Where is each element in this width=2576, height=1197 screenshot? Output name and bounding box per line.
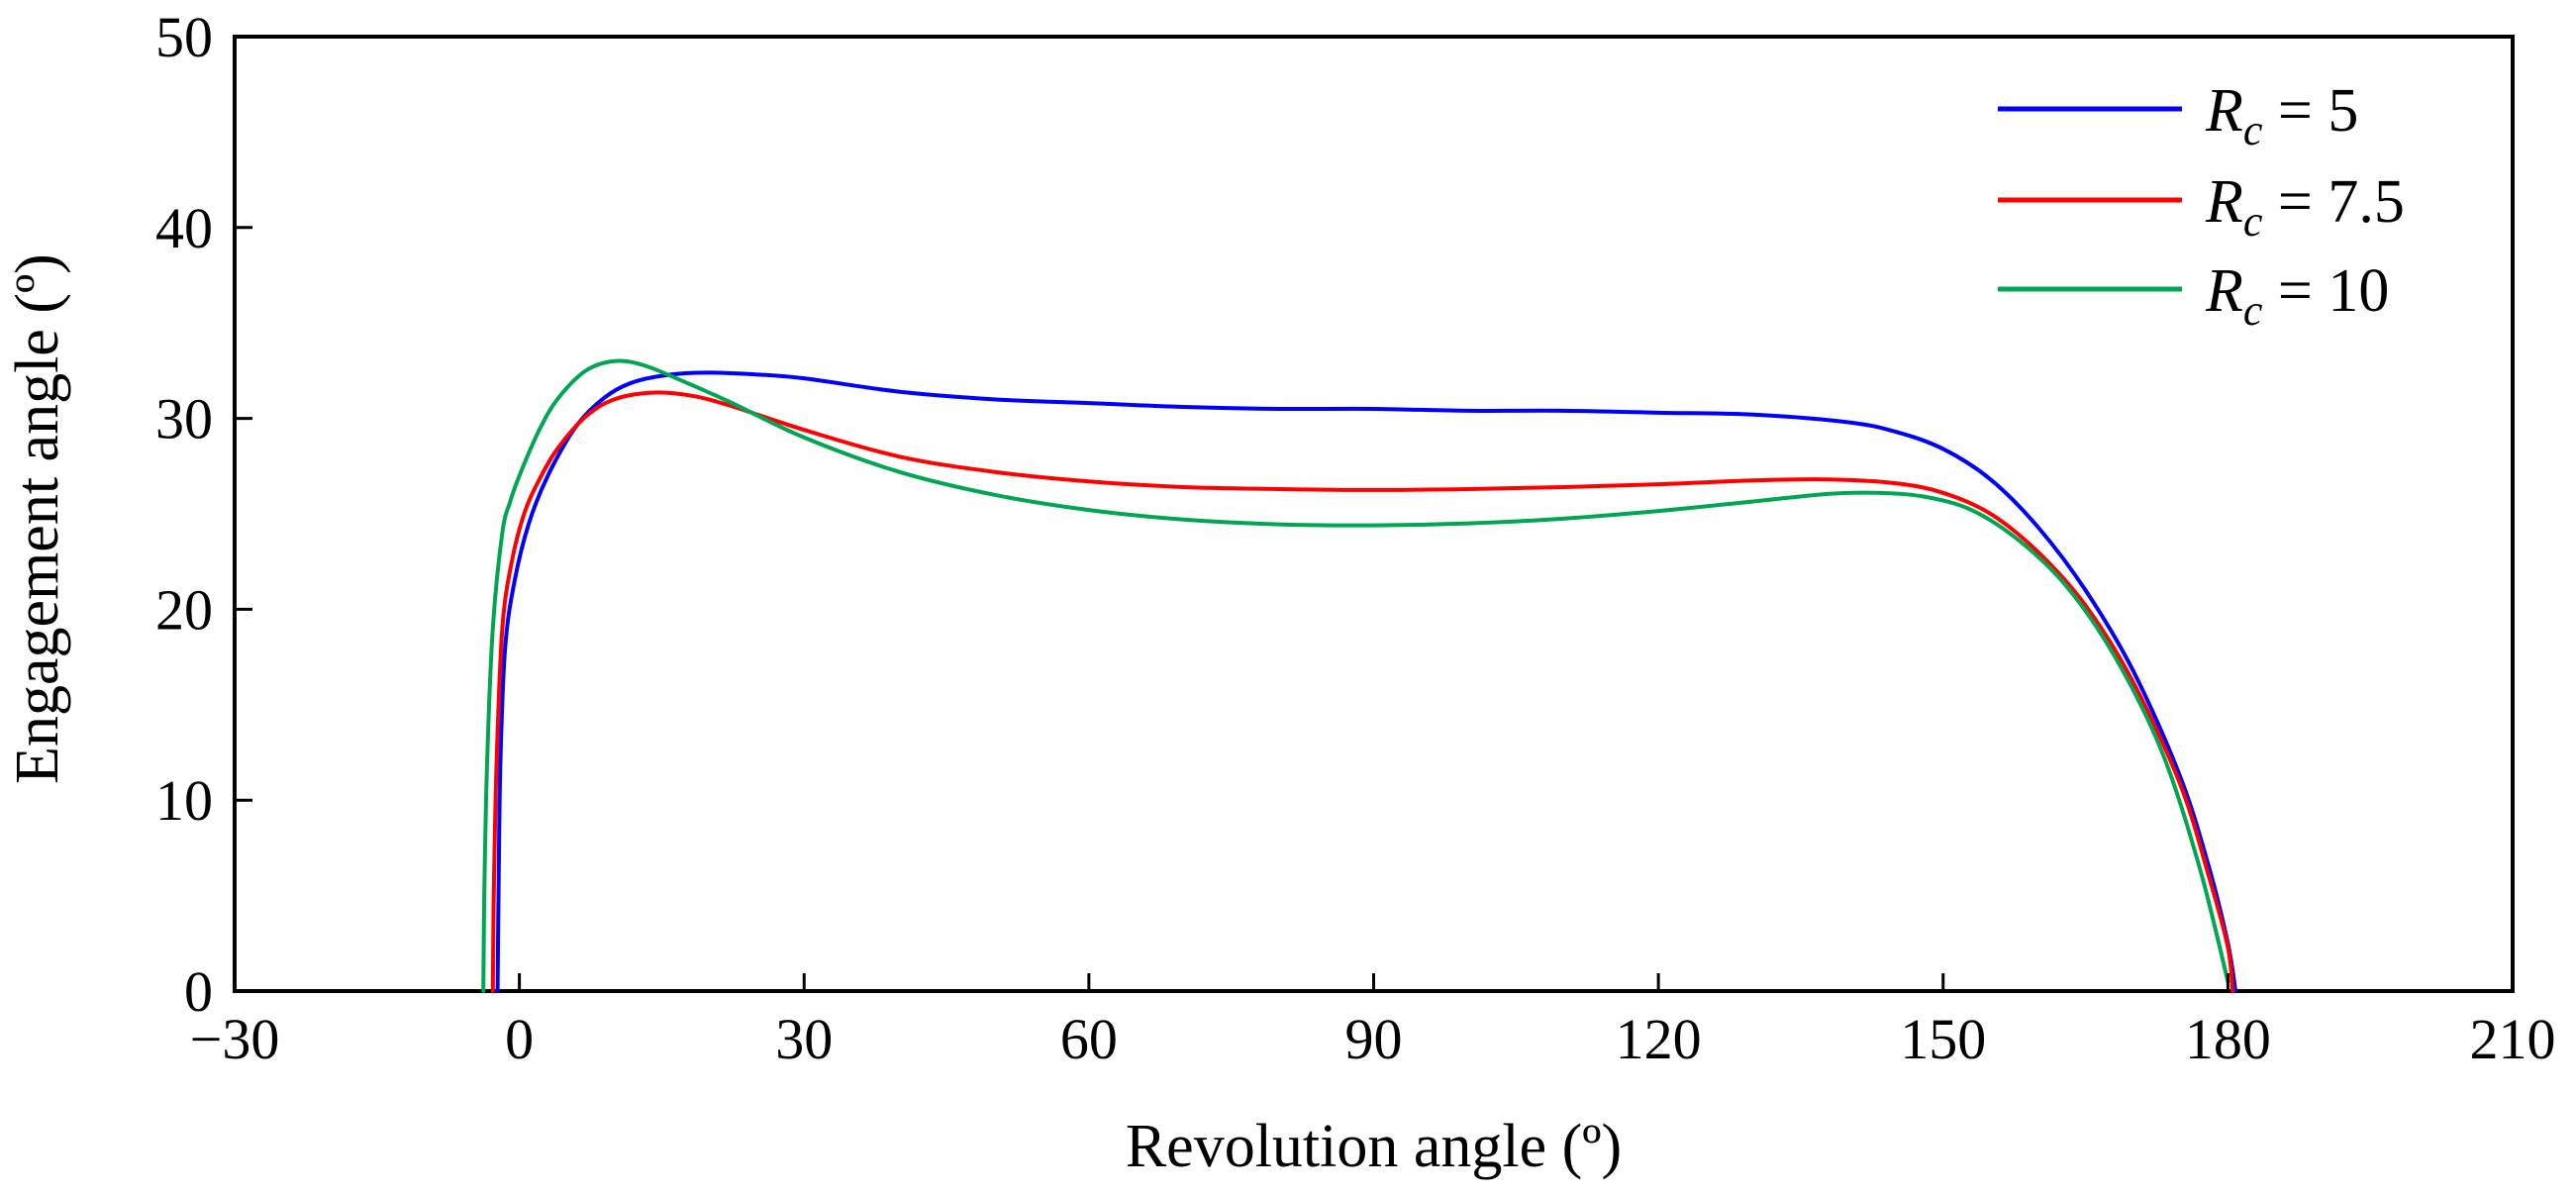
x-tick-label: 60: [1060, 1007, 1118, 1071]
series-layer: [481, 358, 2238, 993]
x-tick-label: 30: [775, 1007, 833, 1071]
series-line-3: [481, 358, 2230, 993]
legend-item-1: Rc = 5: [1998, 77, 2358, 154]
x-tick-label: −30: [190, 1007, 280, 1071]
y-tick-label: 10: [155, 768, 213, 833]
x-tick-label: 150: [1900, 1007, 1986, 1071]
y-tick-label: 40: [155, 196, 213, 260]
x-axis-title: Revolution angle (º): [1126, 1113, 1622, 1180]
x-tick-label: 90: [1345, 1007, 1403, 1071]
legend-label: Rc = 7.5: [2205, 168, 2405, 246]
x-tick-label: 210: [2470, 1007, 2556, 1071]
y-tick-label: 50: [155, 5, 213, 69]
x-tick-label: 120: [1616, 1007, 1702, 1071]
y-tick-label: 30: [155, 387, 213, 451]
legend-item-3: Rc = 10: [1998, 257, 2389, 335]
y-tick-label: 0: [184, 959, 213, 1024]
legend-label: Rc = 5: [2205, 77, 2358, 154]
legend-label: Rc = 10: [2205, 257, 2389, 335]
y-tick-label: 20: [155, 577, 213, 642]
legend-item-2: Rc = 7.5: [1998, 168, 2405, 246]
series-line-1: [495, 370, 2238, 993]
x-tick-label: 180: [2185, 1007, 2271, 1071]
series-line-2: [490, 390, 2235, 993]
legend: Rc = 5 Rc = 7.5 Rc = 10: [1998, 77, 2405, 335]
x-tick-label: 0: [505, 1007, 534, 1071]
y-axis-title: Engagement angle (º): [4, 253, 71, 784]
